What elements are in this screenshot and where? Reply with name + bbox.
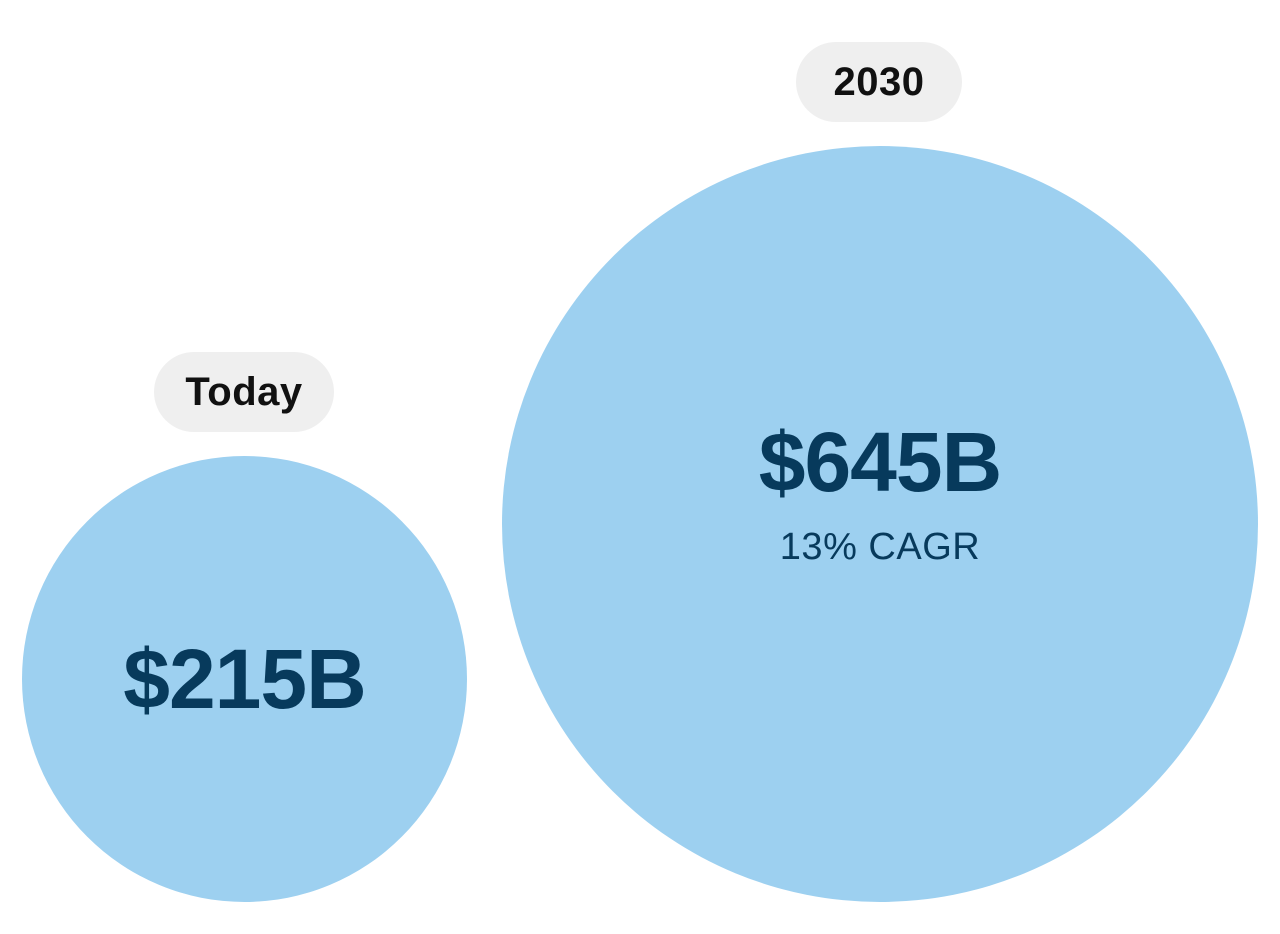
bubble-today: $215B [22, 456, 467, 902]
value-label-2030: $645B [758, 414, 1003, 509]
cagr-annotation: 13% CAGR [779, 525, 981, 568]
category-label-2030: 2030 [796, 42, 962, 122]
bubble-2030: $645B 13% CAGR [502, 146, 1258, 902]
value-label-today: $215B [123, 632, 367, 726]
category-label-today: Today [154, 352, 334, 432]
